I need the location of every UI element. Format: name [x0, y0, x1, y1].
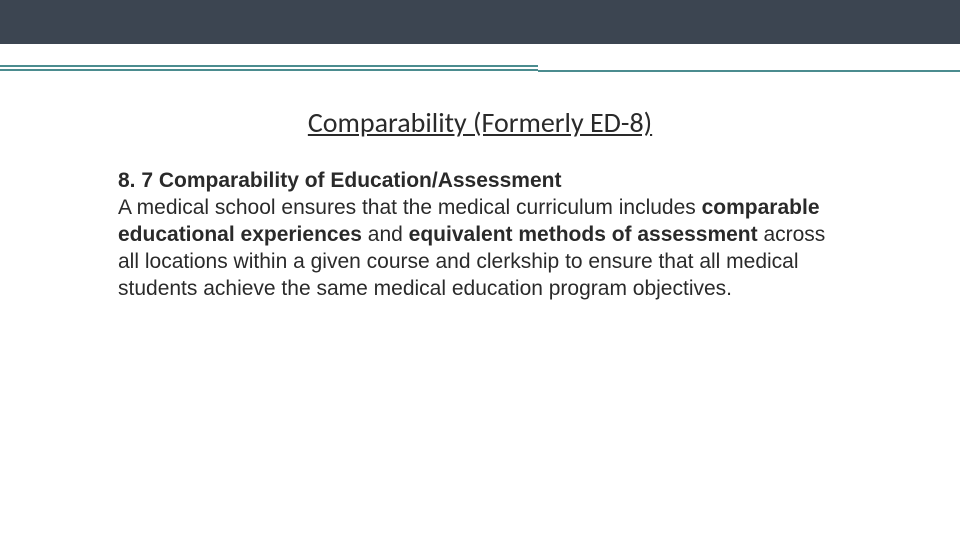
slide-title: Comparability (Formerly ED-8) [0, 105, 960, 140]
body-subheading: 8. 7 Comparability of Education/Assessme… [118, 169, 561, 192]
slide: Comparability (Formerly ED-8) 8. 7 Compa… [0, 0, 960, 540]
body-text-1: A medical school ensures that the medica… [118, 196, 702, 219]
body-bold-2: equivalent methods of assessment [409, 223, 758, 246]
accent-line-single [538, 70, 960, 72]
top-bar [0, 0, 960, 44]
body-text-2: and [362, 223, 409, 246]
slide-body: 8. 7 Comparability of Education/Assessme… [118, 168, 838, 302]
